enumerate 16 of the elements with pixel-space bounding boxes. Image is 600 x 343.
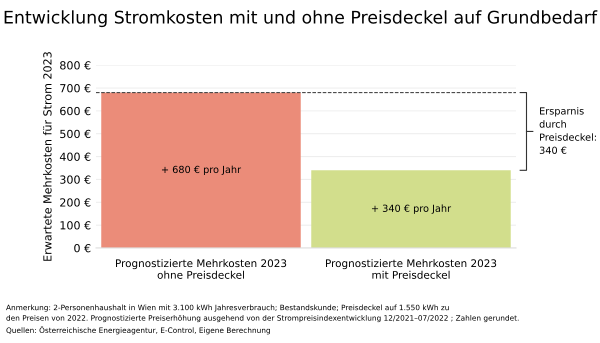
y-tick-label: 100 € — [60, 221, 90, 230]
y-tick-label: 400 € — [60, 152, 90, 161]
y-tick-label: 800 € — [60, 61, 90, 70]
y-tick-label: 500 € — [60, 130, 90, 138]
x-tick-label: Prognostizierte Mehrkosten 2023 ohne Preisdeckel — [116, 259, 286, 279]
data-label: + 340 € pro Jahr — [372, 204, 452, 214]
y-axis-title: Erwartete Mehrkosten für Strom 2023 — [43, 52, 52, 261]
x-tick-label: Prognostizierte Mehrkosten 2023 mit Preisdeckel — [326, 259, 496, 279]
y-tick-label: 600 € — [60, 106, 90, 116]
text: Ersparnis durch Preisdeckel: 340 € — [540, 107, 596, 154]
chart-title: Entwicklung Stromkosten mit und ohne Preisdeckel auf Grundbedarf — [4, 10, 598, 28]
y-tick-label: 700 € — [60, 84, 90, 92]
data-label: + 680 € pro Jahr — [162, 166, 242, 175]
y-tick-label: 300 € — [60, 175, 90, 184]
y-tick-label: 200 € — [60, 198, 90, 207]
y-tick-label: 0 € — [74, 244, 90, 252]
